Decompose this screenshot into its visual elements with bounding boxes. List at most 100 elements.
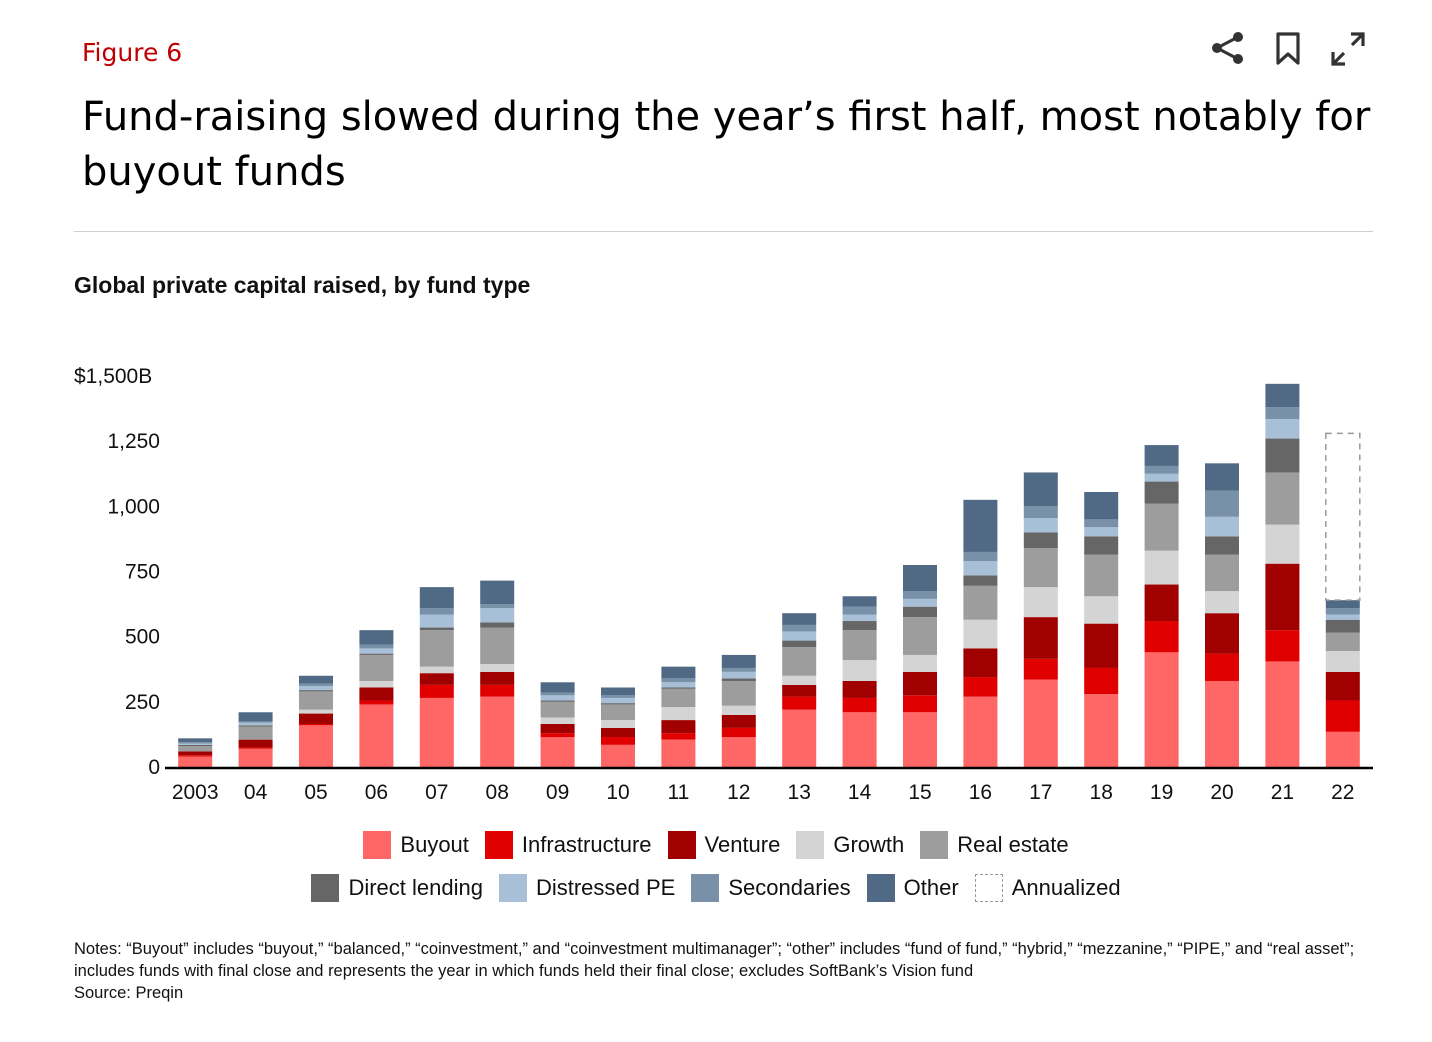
y-tick-label: $1,500B: [74, 365, 152, 388]
x-tick-label: 07: [425, 781, 448, 804]
bar-infrastructure-07: [419, 684, 454, 698]
bar-buyout-19: [1144, 652, 1179, 767]
bar-secondaries-2003: [178, 742, 213, 744]
bar-venture-20: [1205, 613, 1239, 654]
bar-growth-22: [1325, 651, 1360, 672]
bar-distressed-pe-05: [299, 686, 333, 691]
bar-secondaries-18: [1084, 519, 1119, 528]
share-button[interactable]: [1205, 26, 1251, 72]
legend-label: Growth: [833, 832, 905, 857]
bar-growth-08: [480, 664, 515, 672]
bar-other-15: [903, 564, 937, 592]
bar-other-2003: [178, 738, 213, 743]
bar-growth-19: [1144, 550, 1179, 585]
bar-other-17: [1023, 472, 1058, 507]
bar-real-estate-05: [299, 691, 333, 710]
bar-secondaries-20: [1205, 490, 1239, 517]
bar-real-estate-16: [963, 585, 998, 620]
bar-growth-17: [1023, 587, 1058, 618]
bar-buyout-21: [1265, 661, 1300, 767]
bar-other-22: [1325, 600, 1360, 608]
bar-secondaries-12: [721, 667, 756, 672]
bar-secondaries-15: [903, 591, 937, 599]
bar-venture-2003: [178, 751, 213, 756]
bar-venture-11: [661, 720, 696, 734]
legend-row-2: Direct lending Distressed PE Secondaries Ot…: [0, 871, 1432, 905]
bar-venture-17: [1023, 617, 1058, 659]
chart-title: Global private capital raised, by fund t…: [74, 272, 531, 298]
x-tick-label: 09: [546, 781, 569, 804]
bar-real-estate-12: [721, 680, 756, 706]
bar-other-05: [299, 675, 333, 684]
bar-distressed-pe-13: [782, 631, 817, 641]
bar-infrastructure-16: [963, 677, 998, 697]
bar-direct-lending-05: [299, 690, 333, 692]
bar-direct-lending-2003: [178, 744, 213, 747]
legend-swatch: [363, 831, 392, 859]
bar-infrastructure-14: [842, 697, 877, 713]
bar-growth-06: [359, 680, 394, 688]
x-tick-label: 08: [486, 781, 509, 804]
bar-other-10: [601, 687, 635, 696]
legend-item-venture: Venture: [667, 828, 780, 862]
bar-buyout-13: [782, 709, 817, 767]
bar-buyout-18: [1084, 694, 1119, 767]
x-tick-label: 18: [1090, 781, 1113, 804]
bar-venture-09: [540, 723, 575, 734]
bar-venture-08: [480, 671, 515, 685]
bar-buyout-07: [419, 697, 454, 767]
bar-other-16: [963, 499, 998, 552]
legend-swatch: [691, 874, 720, 902]
legend-swatch: [484, 831, 513, 859]
legend-item-buyout: Buyout: [363, 828, 469, 862]
bar-venture-13: [782, 684, 817, 697]
legend-label: Buyout: [400, 832, 469, 857]
bar-infrastructure-21: [1265, 630, 1300, 662]
bar-infrastructure-19: [1144, 621, 1179, 653]
bar-direct-lending-20: [1205, 536, 1239, 555]
expand-button[interactable]: [1325, 26, 1371, 72]
bar-real-estate-13: [782, 647, 817, 676]
bar-growth-14: [842, 660, 877, 681]
share-icon: [1212, 32, 1243, 64]
x-tick-label: 22: [1331, 781, 1354, 804]
bar-infrastructure-04: [238, 747, 273, 749]
bar-real-estate-19: [1144, 503, 1179, 551]
legend-label: Infrastructure: [521, 832, 652, 857]
bar-direct-lending-10: [601, 703, 635, 705]
bar-direct-lending-12: [721, 678, 756, 681]
bar-growth-09: [540, 717, 575, 724]
bookmark-button[interactable]: [1265, 26, 1311, 72]
legend-label: Other: [903, 875, 959, 900]
bar-direct-lending-22: [1325, 619, 1360, 633]
bar-infrastructure-18: [1084, 667, 1119, 695]
divider: [74, 231, 1373, 232]
bar-distressed-pe-15: [903, 598, 937, 607]
bar-infrastructure-12: [721, 727, 756, 738]
bar-direct-lending-19: [1144, 481, 1179, 504]
figure-label: Figure 6: [82, 38, 183, 67]
legend-swatch: [974, 874, 1003, 902]
legend-item-other: Other: [866, 871, 959, 905]
bar-real-estate-06: [359, 654, 394, 681]
bar-distressed-pe-21: [1265, 419, 1300, 439]
bar-infrastructure-06: [359, 700, 394, 705]
bar-infrastructure-10: [601, 737, 635, 745]
expand-icon: [1331, 32, 1365, 66]
bar-distressed-pe-10: [601, 697, 635, 704]
bar-infrastructure-2003: [178, 755, 213, 757]
bar-distressed-pe-16: [963, 561, 998, 576]
bar-infrastructure-15: [903, 695, 937, 713]
bar-venture-04: [238, 739, 273, 748]
bar-buyout-05: [299, 725, 333, 767]
bar-secondaries-22: [1325, 607, 1360, 615]
bar-venture-18: [1084, 623, 1119, 668]
bar-distressed-pe-07: [419, 614, 454, 628]
bar-distressed-pe-06: [359, 648, 394, 654]
legend-swatch: [667, 831, 696, 859]
bar-direct-lending-08: [480, 622, 515, 628]
notes: Notes: “Buyout” includes “buyout,” “bala…: [74, 938, 1384, 1004]
bar-growth-07: [419, 666, 454, 674]
bar-other-12: [721, 654, 756, 668]
bar-real-estate-22: [1325, 632, 1360, 652]
